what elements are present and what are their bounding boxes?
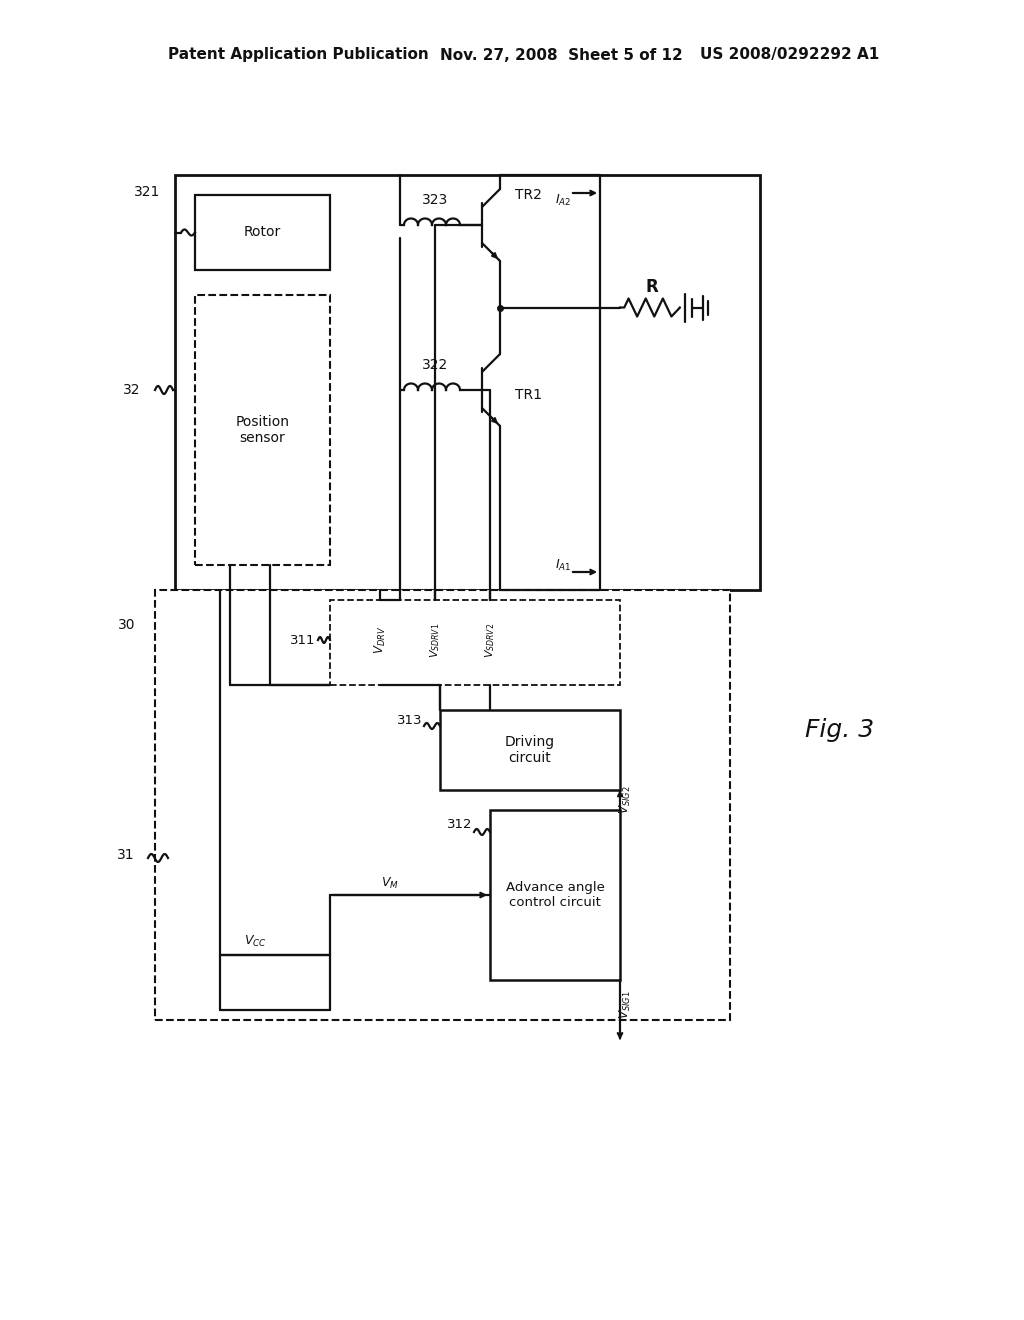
Bar (330, 601, 620, 685)
Text: $I_{A1}$: $I_{A1}$ (555, 557, 571, 573)
Text: $V_M$: $V_M$ (381, 875, 399, 891)
Text: 31: 31 (118, 847, 135, 862)
Text: $V_{CC}$: $V_{CC}$ (244, 933, 266, 949)
Text: $V_{SIG2}$: $V_{SIG2}$ (617, 785, 633, 814)
Text: US 2008/0292292 A1: US 2008/0292292 A1 (700, 48, 880, 62)
Bar (155, 590, 730, 1020)
Text: Advance angle
control circuit: Advance angle control circuit (506, 880, 604, 909)
Text: $V_{SDRV1}$: $V_{SDRV1}$ (428, 622, 442, 657)
Text: 313: 313 (396, 714, 422, 726)
Text: TR1: TR1 (515, 388, 542, 403)
Text: 321: 321 (133, 185, 160, 199)
Text: Patent Application Publication: Patent Application Publication (168, 48, 429, 62)
Text: 311: 311 (290, 634, 315, 647)
Text: R: R (645, 279, 658, 297)
Bar (440, 710, 620, 789)
Bar (195, 294, 330, 565)
Text: 322: 322 (422, 358, 449, 372)
Text: $V_{SIG1}$: $V_{SIG1}$ (617, 991, 633, 1019)
Text: 323: 323 (422, 193, 449, 207)
Bar (490, 810, 620, 979)
Text: Nov. 27, 2008  Sheet 5 of 12: Nov. 27, 2008 Sheet 5 of 12 (440, 48, 683, 62)
Text: $V_{SDRV2}$: $V_{SDRV2}$ (483, 622, 497, 657)
Bar (195, 195, 330, 271)
Text: Position
sensor: Position sensor (236, 414, 290, 445)
Text: Driving
circuit: Driving circuit (505, 735, 555, 766)
Text: 32: 32 (123, 383, 140, 397)
Text: 312: 312 (446, 818, 472, 832)
Text: $V_{DRV}$: $V_{DRV}$ (373, 626, 387, 655)
Bar (175, 176, 760, 590)
Text: TR2: TR2 (515, 187, 542, 202)
Text: 30: 30 (118, 618, 135, 632)
Text: Rotor: Rotor (244, 226, 282, 239)
Text: $I_{A2}$: $I_{A2}$ (555, 193, 571, 207)
Text: Fig. 3: Fig. 3 (806, 718, 874, 742)
